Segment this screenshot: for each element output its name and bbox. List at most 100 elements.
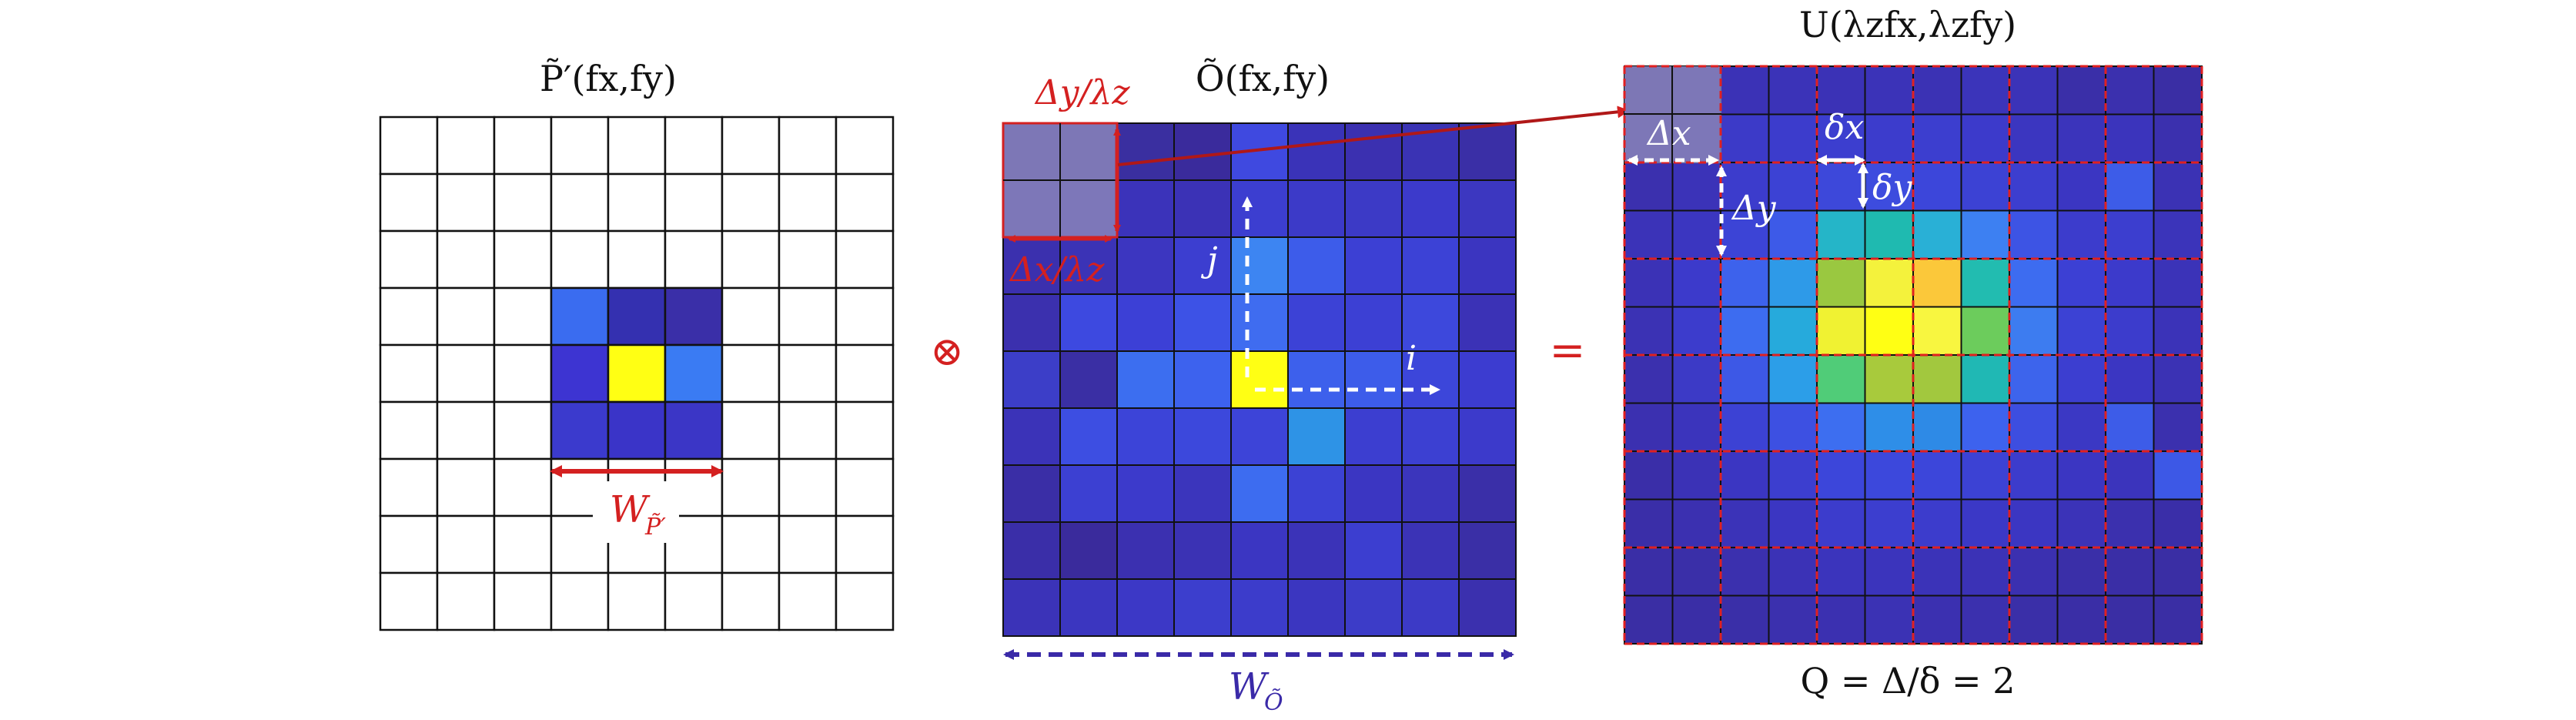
p-grid-cell [436, 172, 496, 233]
o-grid-cell [1287, 122, 1346, 181]
u-grid-cell [1864, 354, 1914, 404]
u-grid-cell [2056, 594, 2106, 645]
u-grid-cell [1816, 594, 1866, 645]
u-grid-cell [1624, 402, 1674, 452]
u-grid-cell [2105, 402, 2155, 452]
p-grid-cell [607, 172, 667, 233]
o-grid-cell [1287, 521, 1346, 580]
u-grid-cell [1624, 162, 1674, 212]
panel-o-title: Õ(fx,fy) [1196, 58, 1330, 99]
u-grid-cell [1960, 547, 2010, 597]
u-grid-cell [2105, 547, 2155, 597]
u-small-delta-x-label: δx [1825, 108, 1864, 147]
p-grid-cell [493, 571, 553, 631]
u-grid-cell [2105, 306, 2155, 356]
u-grid-cell [2153, 498, 2203, 548]
u-grid-cell [2153, 65, 2203, 116]
o-grid-cell [1230, 236, 1289, 295]
u-grid-cell [2153, 113, 2203, 163]
u-grid-cell [2009, 258, 2059, 308]
u-grid-cell [1624, 498, 1674, 548]
u-grid-cell [1624, 547, 1674, 597]
u-grid-cell [1671, 450, 1721, 501]
u-grid-cell [2009, 594, 2059, 645]
p-grid-cell [436, 400, 496, 460]
o-grid-cell [1116, 293, 1175, 352]
u-grid-cell [2009, 162, 2059, 212]
o-grid-cell [1002, 293, 1061, 352]
u-grid-cell [1960, 209, 2010, 260]
o-grid-cell [1230, 350, 1289, 409]
p-grid-cell [835, 400, 895, 460]
mapping-arrow [1117, 105, 1630, 166]
u-grid-cell [1912, 547, 1962, 597]
p-grid-cell [664, 571, 724, 631]
p-grid-cell [721, 286, 781, 347]
panel-u: U(λzfx,λzfy) Δx Δy δx δy Q = Δ/δ = 2 [1623, 4, 2203, 702]
u-grid-cell [2153, 402, 2203, 452]
u-grid-cell [2009, 450, 2059, 501]
p-grid-cell [664, 172, 724, 233]
p-grid-cell [778, 571, 838, 631]
u-grid-cell [1671, 354, 1721, 404]
o-grid-cell [1173, 350, 1232, 409]
p-grid-cell [721, 400, 781, 460]
u-sample-boundaries [1623, 65, 2203, 645]
o-grid-cell [1230, 293, 1289, 352]
p-grid-cell [664, 400, 724, 460]
u-grid-cell [1960, 162, 2010, 212]
p-grid-cell [379, 571, 439, 631]
p-grid-cell [835, 172, 895, 233]
u-grid-cell [1912, 209, 1962, 260]
o-grid-cell [1401, 521, 1460, 580]
u-grid-cell [1960, 402, 2010, 452]
o-grid-cell [1116, 407, 1175, 466]
u-grid-cell [2056, 498, 2106, 548]
o-grid-cell [1401, 293, 1460, 352]
u-grid-cell [1816, 498, 1866, 548]
p-grid-cell [436, 457, 496, 517]
u-grid-cell [1671, 306, 1721, 356]
u-grid-cell [2105, 354, 2155, 404]
p-grid-cell [493, 116, 553, 176]
p-grid-cell [436, 514, 496, 574]
o-grid-cell [1230, 464, 1289, 523]
u-grid-cell [1816, 65, 1866, 116]
o-grid-cell [1344, 122, 1403, 181]
o-grid-cell [1116, 350, 1175, 409]
u-grid-cell [2009, 306, 2059, 356]
u-grid-cell [1912, 594, 1962, 645]
u-grid-cell [1864, 450, 1914, 501]
p-grid-cell [379, 514, 439, 574]
u-grid-cell [1816, 402, 1866, 452]
u-grid-cell [1864, 547, 1914, 597]
u-grid-cell [2056, 162, 2106, 212]
u-grid-cell [1864, 402, 1914, 452]
u-grid-cell [2153, 547, 2203, 597]
o-grid-cell [1458, 521, 1517, 580]
o-grid-cell [1401, 179, 1460, 238]
p-grid-cell [778, 229, 838, 290]
o-grid-cell [1344, 521, 1403, 580]
p-grid-cell [835, 343, 895, 404]
p-grid-cell [721, 457, 781, 517]
u-delta-x-label: Δx [1646, 114, 1691, 153]
p-grid-cell [436, 343, 496, 404]
o-grid-cell [1059, 464, 1118, 523]
panel-p-title: P̃′(fx,fy) [540, 58, 677, 99]
p-grid-cell [778, 172, 838, 233]
u-grid-cell [2105, 162, 2155, 212]
u-grid-cell [1864, 65, 1914, 116]
o-grid-cell [1116, 464, 1175, 523]
o-grid-cell [1287, 464, 1346, 523]
u-grid-cell [2105, 113, 2155, 163]
u-grid-cell [2009, 354, 2059, 404]
u-grid-cell [2153, 162, 2203, 212]
p-grid-cell [493, 457, 553, 517]
u-grid-cell [2056, 547, 2106, 597]
p-grid-cell [550, 172, 610, 233]
u-grid-cell [2153, 594, 2203, 645]
o-grid-cell [1458, 179, 1517, 238]
u-q-label: Q = Δ/δ = 2 [1801, 660, 2016, 702]
